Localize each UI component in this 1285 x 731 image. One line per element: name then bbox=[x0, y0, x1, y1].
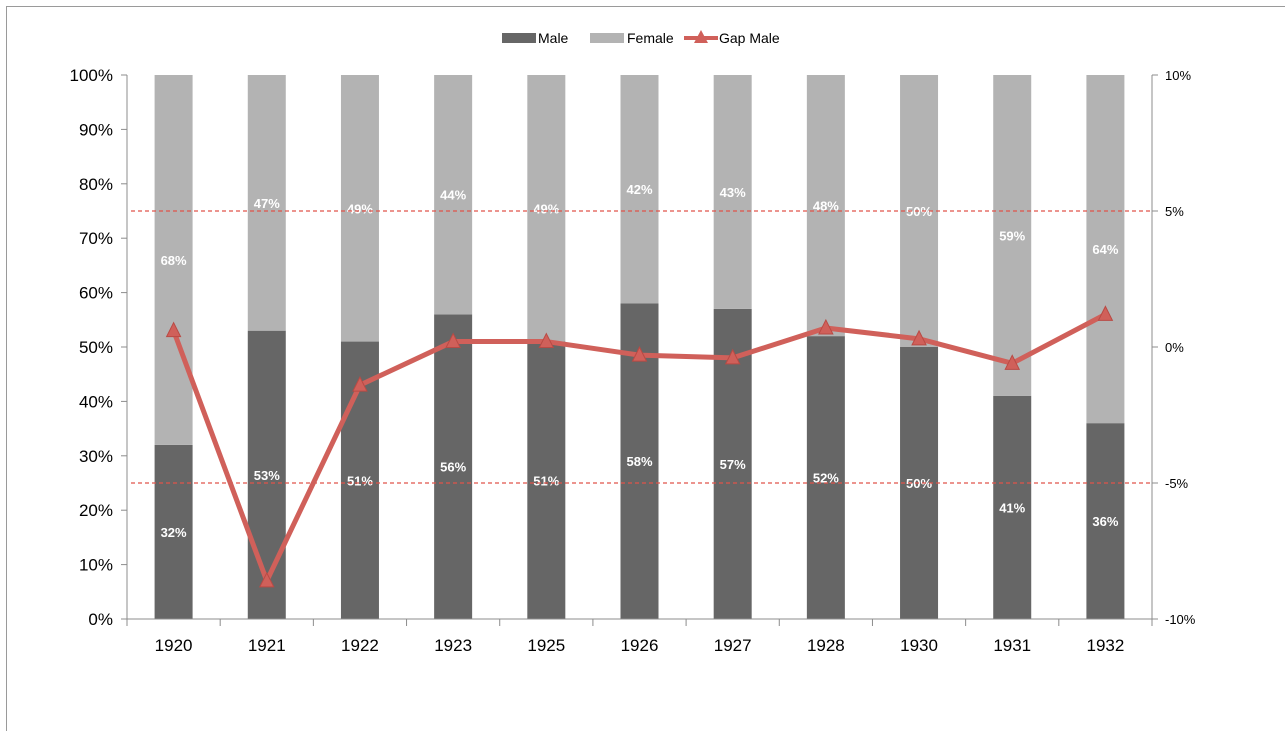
legend-marker-gap bbox=[694, 30, 708, 43]
y-left-tick-label: 90% bbox=[79, 120, 113, 139]
x-tick-label-1926: 1926 bbox=[621, 636, 659, 655]
bar-data-labels: 32% 68% 53% 47% 51% 49% 56% 44% 51% 49% 58% 42% 57% 4… bbox=[161, 182, 1119, 540]
y-right-tick-label: 10% bbox=[1165, 68, 1191, 83]
data-label-female-1931: 59% bbox=[999, 228, 1025, 243]
y-left-tick-label: 60% bbox=[79, 284, 113, 303]
gap-male-point-1930 bbox=[911, 329, 927, 346]
data-label-female-1920: 68% bbox=[161, 253, 187, 268]
bar-male-1932 bbox=[1086, 423, 1125, 619]
bar-female-1928 bbox=[806, 75, 845, 337]
legend-swatch-male bbox=[502, 33, 536, 43]
data-label-male-1923: 56% bbox=[440, 460, 466, 475]
legend-swatch-female bbox=[590, 33, 624, 43]
y-left-tick-label: 40% bbox=[79, 392, 113, 411]
legend-label-male: Male bbox=[538, 30, 569, 46]
data-label-female-1921: 47% bbox=[254, 196, 280, 211]
legend-label-female: Female bbox=[627, 30, 674, 46]
y-left-tick-label: 80% bbox=[79, 175, 113, 194]
x-tick-label-1927: 1927 bbox=[714, 636, 752, 655]
bar-male-1923 bbox=[434, 314, 473, 619]
data-label-male-1926: 58% bbox=[626, 454, 652, 469]
x-tick-label-1923: 1923 bbox=[434, 636, 472, 655]
bar-female-1923 bbox=[434, 75, 473, 315]
y-left-tick-label: 70% bbox=[79, 229, 113, 248]
data-label-female-1925: 49% bbox=[533, 201, 559, 216]
data-label-male-1931: 41% bbox=[999, 500, 1025, 515]
y-right-tick-label: -10% bbox=[1165, 612, 1196, 627]
bar-female-1920 bbox=[154, 75, 193, 445]
legend: Male Female Gap Male bbox=[502, 30, 780, 46]
x-tick-label-1928: 1928 bbox=[807, 636, 845, 655]
bar-male-1928 bbox=[806, 336, 845, 619]
x-tick-label-1932: 1932 bbox=[1086, 636, 1124, 655]
y-axis-right: -10% -5% 0% 5% 10% bbox=[1151, 68, 1196, 627]
gap-male-point-1925 bbox=[538, 332, 555, 349]
data-label-female-1930: 50% bbox=[906, 204, 932, 219]
gap-male-point-1931 bbox=[1004, 354, 1021, 370]
data-label-female-1922: 49% bbox=[347, 201, 373, 216]
data-label-female-1928: 48% bbox=[813, 199, 839, 214]
gap-line-series bbox=[165, 305, 1114, 588]
gap-male-point-1923 bbox=[445, 332, 461, 349]
legend-label-gap: Gap Male bbox=[719, 30, 780, 46]
y-left-tick-label: 0% bbox=[88, 610, 113, 629]
y-left-tick-label: 100% bbox=[70, 66, 113, 85]
y-right-tick-label: 0% bbox=[1165, 340, 1184, 355]
bar-female-1922 bbox=[340, 75, 379, 342]
bar-male-1921 bbox=[247, 330, 286, 619]
y-right-tick-label: 5% bbox=[1165, 204, 1184, 219]
y-left-tick-label: 20% bbox=[79, 501, 113, 520]
gap-male-point-1921 bbox=[258, 571, 275, 588]
data-label-male-1928: 52% bbox=[813, 471, 839, 486]
data-label-male-1922: 51% bbox=[347, 473, 373, 488]
x-axis: 1920 1921 1922 1923 1925 1926 1927 1928 1930 1931… bbox=[126, 618, 1153, 655]
data-label-male-1932: 36% bbox=[1092, 514, 1118, 529]
bar-female-1931 bbox=[993, 75, 1032, 396]
bar-series bbox=[154, 75, 1125, 619]
data-label-female-1923: 44% bbox=[440, 188, 466, 203]
bar-female-1927 bbox=[713, 75, 752, 309]
data-label-female-1932: 64% bbox=[1092, 242, 1118, 257]
bar-male-1931 bbox=[993, 395, 1032, 619]
bar-female-1926 bbox=[620, 75, 659, 304]
bar-male-1925 bbox=[527, 341, 566, 619]
data-label-male-1921: 53% bbox=[254, 468, 280, 483]
y-left-tick-label: 50% bbox=[79, 338, 113, 357]
x-tick-label-1921: 1921 bbox=[248, 636, 286, 655]
gap-male-point-1920 bbox=[165, 321, 182, 338]
gap-male-point-1932 bbox=[1097, 305, 1114, 321]
bar-female-1932 bbox=[1086, 75, 1125, 424]
chart-frame bbox=[6, 6, 1285, 731]
data-label-male-1930: 50% bbox=[906, 476, 932, 491]
bar-male-1920 bbox=[154, 444, 193, 619]
gap-male-point-1926 bbox=[631, 346, 648, 362]
y-left-tick-label: 30% bbox=[79, 447, 113, 466]
x-tick-label-1925: 1925 bbox=[527, 636, 565, 655]
y-right-tick-label: -5% bbox=[1165, 476, 1189, 491]
x-tick-label-1920: 1920 bbox=[155, 636, 193, 655]
gap-male-point-1928 bbox=[818, 318, 834, 335]
x-tick-label-1931: 1931 bbox=[993, 636, 1031, 655]
bar-female-1921 bbox=[247, 75, 286, 331]
data-label-female-1926: 42% bbox=[626, 182, 652, 197]
data-label-male-1920: 32% bbox=[161, 525, 187, 540]
x-tick-label-1930: 1930 bbox=[900, 636, 938, 655]
data-label-male-1925: 51% bbox=[533, 473, 559, 488]
reference-lines bbox=[131, 210, 1152, 484]
gap-male-point-1927 bbox=[724, 348, 741, 365]
data-label-male-1927: 57% bbox=[720, 457, 746, 472]
data-label-female-1927: 43% bbox=[720, 185, 746, 200]
y-left-tick-label: 10% bbox=[79, 556, 113, 575]
bar-female-1925 bbox=[527, 75, 566, 342]
x-tick-label-1922: 1922 bbox=[341, 636, 379, 655]
y-axis-left: 0% 10% 20% 30% 40% 50% 60% 70% 80% 90% 100% bbox=[70, 66, 128, 629]
gap-male-point-1922 bbox=[352, 375, 368, 392]
